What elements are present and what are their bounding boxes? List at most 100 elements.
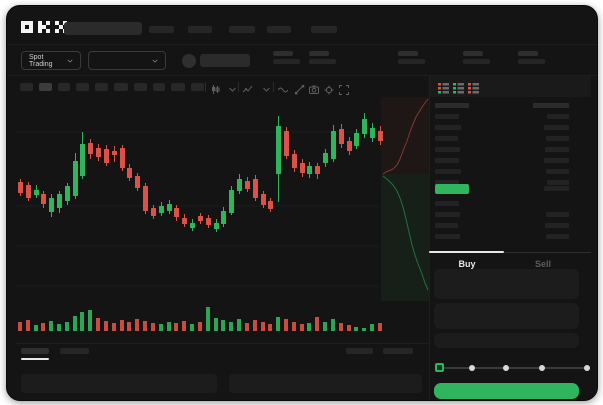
coin-icon	[182, 54, 196, 68]
stat-label-placeholder	[518, 51, 538, 56]
header-divider	[7, 44, 597, 45]
orderbook-header-price-placeholder[interactable]	[435, 103, 469, 108]
ask-row-amount-placeholder	[547, 180, 569, 185]
chevron-down-icon	[67, 59, 73, 63]
slider-handle[interactable]	[435, 363, 444, 372]
trading-app-window: Spot Trading Buy Sell	[6, 5, 598, 401]
draw-icon[interactable]	[295, 82, 305, 95]
ask-row-amount-placeholder	[546, 169, 569, 174]
ask-row-price-placeholder[interactable]	[435, 136, 458, 141]
bottom-panel-placeholder[interactable]	[21, 374, 217, 393]
ask-row-amount-placeholder	[545, 147, 569, 152]
timeframe-button[interactable]	[76, 83, 89, 91]
toolbar-separator	[238, 82, 239, 92]
candlestick-chart[interactable]	[16, 97, 429, 343]
wave-icon[interactable]	[277, 82, 289, 93]
stat-label-placeholder	[309, 51, 329, 56]
stat-value-placeholder	[398, 59, 425, 64]
bottom-active-tab-indicator	[21, 358, 49, 360]
order-input-placeholder[interactable]	[434, 303, 579, 329]
stat-value-placeholder	[518, 59, 545, 64]
bid-row-price-placeholder[interactable]	[435, 201, 459, 206]
timeframe-button[interactable]	[153, 83, 165, 91]
tab-buy[interactable]: Buy	[458, 259, 476, 269]
search-input[interactable]	[64, 22, 142, 35]
slider-stop[interactable]	[503, 365, 509, 371]
timeframe-button[interactable]	[114, 83, 128, 91]
nav-item-placeholder[interactable]	[149, 26, 174, 33]
pair-name-placeholder	[200, 54, 250, 67]
ask-row-price-placeholder[interactable]	[435, 114, 459, 119]
stat-label-placeholder	[398, 51, 418, 56]
ask-row-price-placeholder[interactable]	[435, 180, 459, 185]
ask-row-price-placeholder[interactable]	[435, 169, 461, 174]
timeframe-button[interactable]	[58, 83, 70, 91]
nav-item-placeholder[interactable]	[311, 26, 337, 33]
toolbar-separator	[205, 82, 206, 92]
nav-item-placeholder[interactable]	[267, 26, 291, 33]
orderbook-header-amount-placeholder	[533, 103, 569, 108]
chevron-down-icon	[152, 59, 158, 63]
ask-row-amount-placeholder	[546, 136, 569, 141]
last-price-badge[interactable]	[435, 184, 469, 194]
timeframe-button[interactable]	[95, 83, 108, 91]
bottom-divider	[16, 343, 429, 344]
book-both-icon[interactable]	[438, 81, 449, 94]
bottom-tab-placeholder[interactable]	[60, 348, 89, 354]
stat-value-placeholder	[309, 59, 336, 64]
bottom-tab-placeholder[interactable]	[21, 348, 49, 354]
timeframe-button[interactable]	[134, 83, 147, 91]
chevron-down-icon[interactable]	[262, 82, 272, 92]
order-input-placeholder[interactable]	[434, 269, 579, 299]
bottom-action-placeholder[interactable]	[346, 348, 373, 354]
indicators-icon[interactable]	[242, 82, 253, 93]
panel-divider	[429, 75, 430, 400]
timeframe-button[interactable]	[20, 83, 33, 91]
bid-row-amount-placeholder	[546, 234, 569, 239]
chevron-down-icon[interactable]	[228, 82, 238, 92]
ask-row-price-placeholder[interactable]	[435, 158, 459, 163]
buy-submit-button[interactable]	[434, 383, 579, 399]
order-input-placeholder[interactable]	[434, 333, 579, 348]
slider-stop[interactable]	[469, 365, 475, 371]
ask-row-price-placeholder[interactable]	[435, 125, 461, 130]
ask-row-amount-placeholder	[544, 125, 569, 130]
nav-item-placeholder[interactable]	[229, 26, 255, 33]
amount-slider[interactable]	[435, 362, 593, 374]
market-type-dropdown[interactable]: Spot Trading	[21, 51, 81, 70]
slider-stop[interactable]	[539, 365, 545, 371]
bottom-action-placeholder[interactable]	[383, 348, 413, 354]
active-tab-indicator	[429, 251, 504, 253]
pair-selector-dropdown[interactable]	[88, 51, 166, 70]
market-type-label: Spot Trading	[29, 53, 53, 68]
book-bids-icon[interactable]	[453, 81, 464, 94]
bid-row-price-placeholder[interactable]	[435, 234, 460, 239]
stat-label-placeholder	[273, 51, 293, 56]
book-asks-icon[interactable]	[468, 81, 479, 94]
timeframe-button[interactable]	[191, 83, 204, 91]
bid-row-price-placeholder[interactable]	[435, 223, 458, 228]
timeframe-button[interactable]	[39, 83, 52, 91]
tabs-divider	[429, 252, 591, 253]
last-price-amount-placeholder	[544, 186, 569, 191]
settings-icon[interactable]	[324, 82, 334, 95]
slider-stop[interactable]	[584, 365, 590, 371]
bid-row-price-placeholder[interactable]	[435, 212, 460, 217]
okx-logo[interactable]	[21, 21, 67, 34]
stat-label-placeholder	[463, 51, 483, 56]
ask-row-amount-placeholder	[547, 114, 569, 119]
stat-value-placeholder	[273, 59, 300, 64]
bid-row-amount-placeholder	[545, 223, 569, 228]
fullscreen-icon[interactable]	[339, 82, 349, 95]
ask-row-price-placeholder[interactable]	[435, 147, 460, 152]
candle-style-icon[interactable]	[211, 82, 221, 94]
ask-row-amount-placeholder	[544, 158, 569, 163]
toolbar-separator	[273, 82, 274, 92]
nav-item-placeholder[interactable]	[188, 26, 212, 33]
subheader-divider	[7, 75, 597, 76]
bottom-panel-placeholder[interactable]	[229, 374, 422, 393]
camera-icon[interactable]	[309, 82, 319, 94]
timeframe-button[interactable]	[171, 83, 185, 91]
tab-sell[interactable]: Sell	[534, 259, 551, 269]
stat-value-placeholder	[463, 59, 490, 64]
